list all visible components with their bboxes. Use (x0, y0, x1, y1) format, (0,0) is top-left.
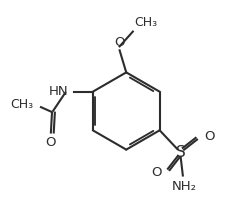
Text: CH₃: CH₃ (133, 16, 156, 29)
Text: S: S (175, 145, 185, 160)
Text: O: O (151, 166, 161, 179)
Text: NH₂: NH₂ (171, 180, 196, 193)
Text: O: O (45, 136, 56, 149)
Text: HN: HN (49, 85, 68, 98)
Text: CH₃: CH₃ (10, 98, 33, 111)
Text: O: O (114, 36, 124, 49)
Text: O: O (203, 130, 213, 143)
